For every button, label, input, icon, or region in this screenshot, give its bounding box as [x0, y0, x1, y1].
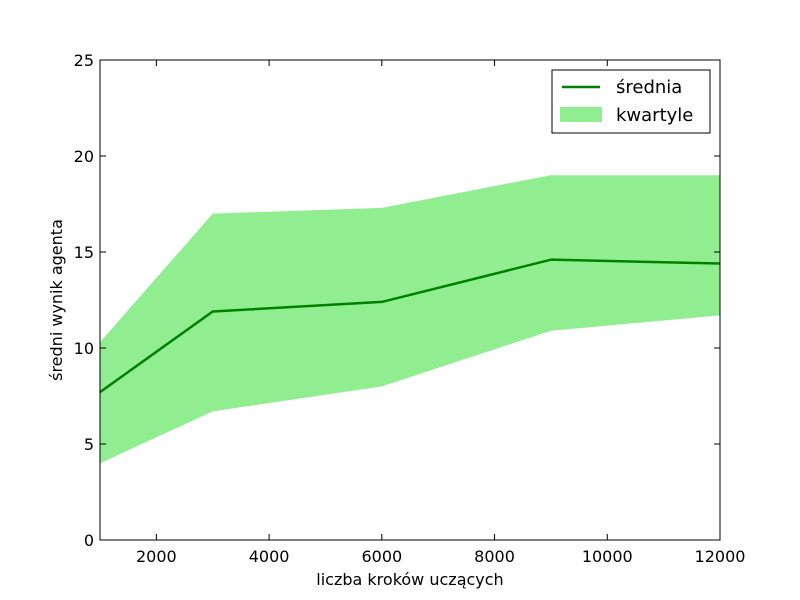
legend-box	[551, 69, 711, 134]
y-tick-label: 15	[74, 243, 94, 262]
legend-label-srednia: średnia	[616, 77, 682, 98]
axes: 2000 4000 6000 8000 10000 12000 0 5 10 15 20 25	[74, 51, 746, 566]
legend-label-kwartyle: kwartyle	[616, 105, 693, 126]
x-axis-title: liczba kroków uczących	[316, 570, 503, 589]
y-tick-label: 25	[74, 51, 94, 70]
legend: średnia kwartyle	[551, 69, 711, 134]
y-axis-title: średni wynik agenta	[47, 219, 66, 381]
x-tick-label: 12000	[695, 547, 746, 566]
x-tick-label: 2000	[136, 547, 177, 566]
x-tick-label: 10000	[582, 547, 633, 566]
y-tick-label: 10	[74, 339, 94, 358]
plot-area	[99, 175, 721, 464]
legend-swatch-kwartyle	[560, 107, 602, 122]
plot-frame	[99, 59, 721, 541]
series-srednia-line	[99, 258, 721, 394]
x-tick-label: 8000	[474, 547, 515, 566]
x-tick-label: 6000	[361, 547, 402, 566]
y-tick-label: 20	[74, 147, 94, 166]
y-tick-label: 5	[84, 435, 94, 454]
y-tick-label: 0	[84, 531, 94, 550]
x-tick-label: 4000	[249, 547, 290, 566]
series-kwartyle-band	[100, 175, 720, 464]
